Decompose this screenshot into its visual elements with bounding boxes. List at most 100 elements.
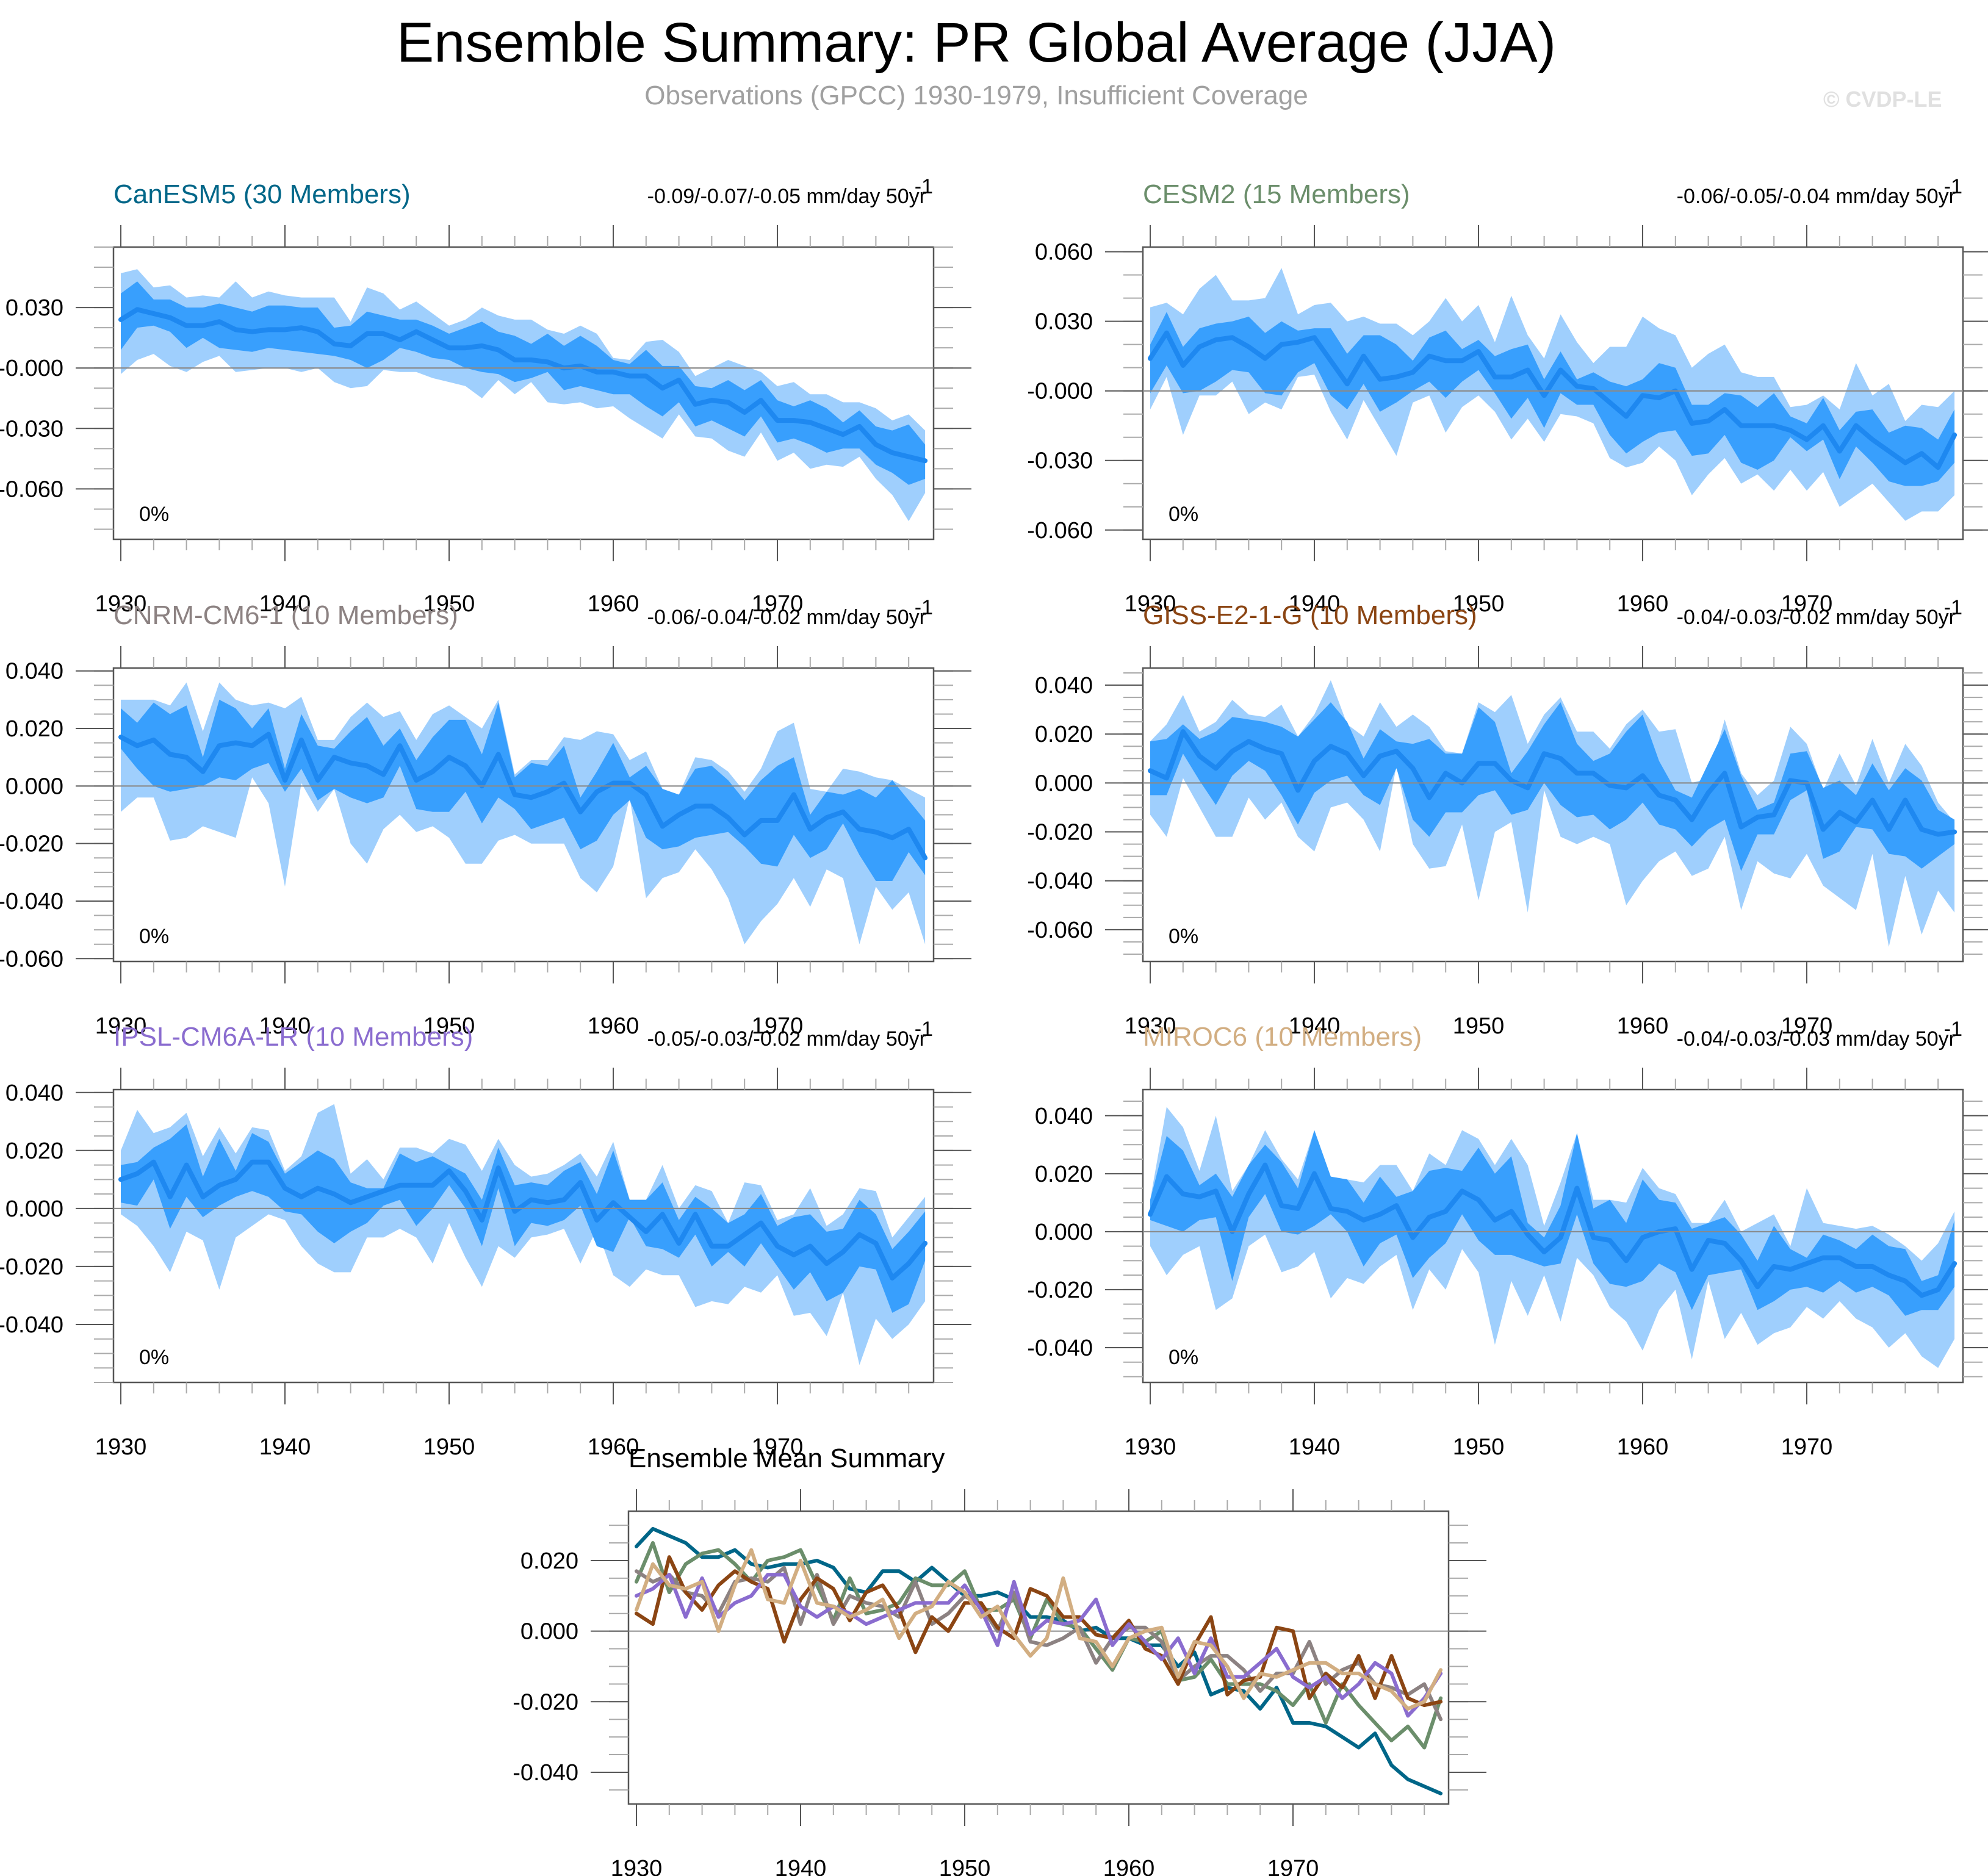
x-tick-label: 1940 (1289, 591, 1341, 617)
y-tick-label: -0.020 (0, 1254, 63, 1280)
trend-label: -0.09/-0.07/-0.05 mm/day 50yr (647, 185, 926, 208)
panel-ensemble-mean-summary: Ensemble Mean Summary 1930 1940 1950 1960 197… (513, 1443, 1486, 1876)
x-tick-label: 1950 (1453, 1434, 1505, 1460)
plot-area (1148, 680, 1957, 947)
plot-frame (112, 1088, 935, 1384)
x-tick-label: 1950 (423, 1013, 475, 1039)
x-tick-label: 1970 (1781, 591, 1833, 617)
panel-title: Ensemble Mean Summary (628, 1443, 945, 1473)
y-tick-label: 0.040 (5, 1080, 63, 1106)
page-title: Ensemble Summary: PR Global Average (JJA… (396, 12, 1557, 74)
x-tick-label: 1950 (939, 1856, 991, 1876)
trend-superscript: -1 (915, 175, 933, 198)
plot-area (118, 682, 928, 944)
y-tick-label: 0.020 (1035, 1162, 1093, 1187)
panel-cnrm: CNRM-CM6-1 (10 Members) -0.06/-0.04/-0.02… (0, 596, 971, 1039)
y-tick-label: -0.060 (1027, 518, 1093, 544)
copyright-label: © CVDP-LE (1823, 87, 1942, 112)
y-tick-label: 0.040 (5, 659, 63, 685)
panel-title: CESM2 (15 Members) (1143, 179, 1410, 209)
y-tick-label: -0.020 (513, 1689, 578, 1715)
inner-spread-band (1150, 1130, 1955, 1316)
x-tick-label: 1970 (752, 1434, 804, 1460)
x-tick-label: 1940 (259, 1434, 311, 1460)
page-subtitle: Observations (GPCC) 1930-1979, Insuffici… (644, 81, 1308, 110)
y-tick-label: 0.040 (1035, 1104, 1093, 1129)
percent-label: 0% (139, 1346, 169, 1369)
x-tick-label: 1960 (1617, 1434, 1669, 1460)
percent-label: 0% (1169, 1346, 1198, 1369)
plot-area (1148, 1107, 1957, 1368)
trend-label: -0.04/-0.03/-0.02 mm/day 50yr (1677, 606, 1956, 629)
y-tick-label: -0.030 (0, 416, 63, 442)
x-tick-label: 1970 (1781, 1013, 1833, 1039)
panel-giss: GISS-E2-1-G (10 Members) -0.04/-0.03/-0.0… (1027, 596, 1988, 1039)
trend-superscript: -1 (1944, 1018, 1962, 1041)
plot-area (118, 1104, 928, 1365)
y-tick-label: -0.020 (1027, 820, 1093, 846)
plot-frame (1142, 246, 1964, 541)
x-tick-label: 1960 (1103, 1856, 1155, 1876)
x-tick-label: 1950 (1453, 1013, 1505, 1039)
y-tick-label: -0.040 (0, 889, 63, 915)
trend-label: -0.06/-0.05/-0.04 mm/day 50yr (1677, 185, 1956, 208)
y-tick-label: 0.020 (5, 716, 63, 742)
plot-frame (112, 246, 935, 541)
percent-label: 0% (1169, 925, 1198, 948)
x-tick-label: 1970 (1781, 1434, 1833, 1460)
x-tick-label: 1940 (1289, 1013, 1341, 1039)
plot-frame (1142, 1088, 1964, 1384)
panel-title: CanESM5 (30 Members) (113, 179, 411, 209)
x-tick-label: 1960 (588, 591, 639, 617)
y-tick-label: -0.040 (0, 1312, 63, 1338)
x-tick-label: 1970 (1267, 1856, 1319, 1876)
series-line-ipsl (635, 1573, 1443, 1718)
trend-superscript: -1 (915, 1018, 933, 1041)
percent-label: 0% (139, 925, 169, 948)
x-tick-label: 1930 (1125, 1434, 1176, 1460)
x-tick-label: 1960 (588, 1434, 639, 1460)
plot-area (118, 269, 928, 522)
y-tick-label: -0.040 (513, 1760, 578, 1786)
trend-superscript: -1 (1944, 596, 1962, 619)
y-tick-label: 0.000 (1035, 1220, 1093, 1245)
x-tick-label: 1930 (95, 591, 147, 617)
x-tick-label: 1960 (588, 1013, 639, 1039)
y-tick-label: -0.060 (1027, 918, 1093, 943)
inner-spread-band (1150, 312, 1955, 486)
plot-frame (627, 1510, 1450, 1805)
panel-title: CNRM-CM6-1 (10 Members) (113, 600, 458, 630)
y-tick-label: 0.020 (5, 1138, 63, 1164)
y-tick-label: -0.040 (1027, 1335, 1093, 1361)
percent-label: 0% (139, 503, 169, 526)
panel-title: GISS-E2-1-G (10 Members) (1143, 600, 1477, 630)
percent-label: 0% (1169, 503, 1198, 526)
y-tick-label: -0.000 (0, 356, 63, 381)
trend-superscript: -1 (1944, 175, 1962, 198)
x-tick-label: 1940 (1289, 1434, 1341, 1460)
x-tick-label: 1950 (423, 1434, 475, 1460)
trend-label: -0.05/-0.03/-0.02 mm/day 50yr (647, 1027, 926, 1051)
ensemble-mean-line (118, 307, 928, 464)
trend-label: -0.06/-0.04/-0.02 mm/day 50yr (647, 606, 926, 629)
y-tick-label: -0.020 (0, 832, 63, 857)
panel-canesm5: CanESM5 (30 Members) -0.09/-0.07/-0.05 mm… (0, 175, 971, 617)
y-tick-label: 0.000 (5, 774, 63, 799)
panel-cesm2: CESM2 (15 Members) -0.06/-0.05/-0.04 mm/d… (1027, 175, 1988, 617)
x-tick-label: 1950 (1453, 591, 1505, 617)
panel-ipsl: IPSL-CM6A-LR (10 Members) -0.05/-0.03/-0.… (0, 1018, 971, 1460)
y-tick-label: 0.060 (1035, 240, 1093, 265)
inner-spread-band (121, 699, 926, 881)
x-tick-label: 1930 (95, 1434, 147, 1460)
ensemble-mean-line (1148, 1162, 1957, 1298)
trend-superscript: -1 (915, 596, 933, 619)
y-tick-label: 0.020 (520, 1548, 578, 1574)
ensemble-mean-line (118, 731, 928, 861)
y-tick-label: 0.000 (1035, 771, 1093, 796)
y-tick-label: -0.000 (1027, 379, 1093, 404)
y-tick-label: 0.000 (5, 1196, 63, 1222)
panel-title: MIROC6 (10 Members) (1143, 1022, 1422, 1052)
x-tick-label: 1940 (259, 591, 311, 617)
y-tick-label: -0.040 (1027, 869, 1093, 894)
